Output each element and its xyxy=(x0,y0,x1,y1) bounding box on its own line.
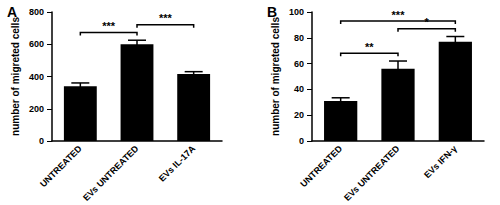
svg-text:0: 0 xyxy=(39,136,44,146)
svg-text:**: ** xyxy=(365,41,374,53)
svg-text:0: 0 xyxy=(299,136,304,146)
svg-text:100: 100 xyxy=(289,7,304,17)
svg-text:40: 40 xyxy=(294,84,304,94)
svg-text:A: A xyxy=(7,4,17,20)
svg-text:***: *** xyxy=(392,9,406,21)
svg-text:EVs IFN-γ: EVs IFN-γ xyxy=(422,143,459,180)
svg-text:B: B xyxy=(267,4,277,20)
svg-text:number of migreted cells: number of migreted cells xyxy=(10,17,21,136)
svg-text:600: 600 xyxy=(29,39,44,49)
svg-text:EVs UNTREATED: EVs UNTREATED xyxy=(342,143,402,203)
svg-text:200: 200 xyxy=(29,104,44,114)
svg-text:EVs IL-17A: EVs IL-17A xyxy=(157,143,198,184)
svg-text:***: *** xyxy=(159,12,173,24)
svg-text:UNTREATED: UNTREATED xyxy=(298,143,344,189)
svg-text:400: 400 xyxy=(29,72,44,82)
svg-text:EVs UNTREATED: EVs UNTREATED xyxy=(81,143,141,203)
svg-text:60: 60 xyxy=(294,59,304,69)
svg-text:***: *** xyxy=(102,20,116,32)
svg-text:UNTREATED: UNTREATED xyxy=(38,143,84,189)
svg-text:800: 800 xyxy=(29,7,44,17)
svg-text:20: 20 xyxy=(294,110,304,120)
svg-text:*: * xyxy=(425,16,430,28)
svg-text:number of migreted cells: number of migreted cells xyxy=(270,17,281,136)
svg-text:80: 80 xyxy=(294,33,304,43)
